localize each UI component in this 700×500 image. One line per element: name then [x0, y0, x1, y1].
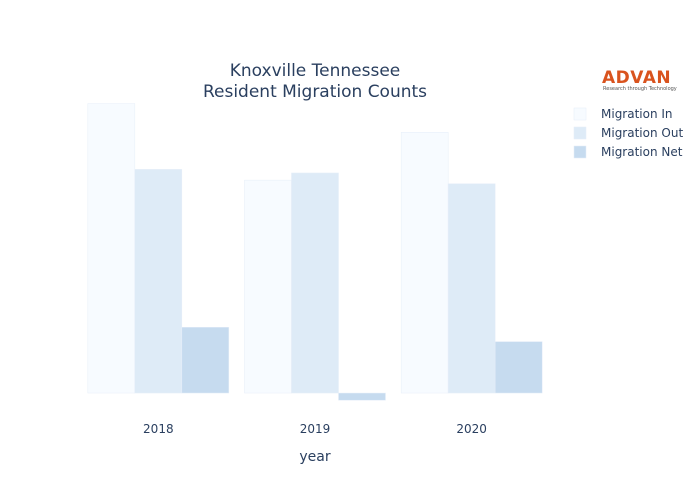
chart-title-line-1: Knoxville Tennessee	[230, 61, 401, 81]
logo-tagline-text: Research through Technology	[603, 86, 677, 92]
bar-migration-in-2019[interactable]	[244, 179, 292, 394]
legend-swatch	[573, 145, 587, 159]
legend-label: Migration Out	[601, 126, 683, 140]
bar-migration-out-2018[interactable]	[134, 169, 183, 394]
bar-migration-out-2019[interactable]	[291, 172, 339, 394]
legend-item-migration-in[interactable]: Migration In	[573, 107, 673, 121]
x-tick-labels: 2018 2019 2020	[143, 422, 487, 436]
legend-item-migration-out[interactable]: Migration Out	[573, 126, 683, 140]
chart-title-line-2: Resident Migration Counts	[203, 82, 427, 102]
legend[interactable]: Migration In Migration Out Migration Net	[573, 107, 683, 159]
legend-item-migration-net[interactable]: Migration Net	[573, 145, 683, 159]
legend-label: Migration Net	[601, 145, 683, 159]
advan-logo: ADVAN Research through Technology	[602, 68, 677, 92]
x-tick-label-2018: 2018	[143, 422, 174, 436]
bar-migration-out-2020[interactable]	[447, 183, 496, 394]
bar-migration-in-2020[interactable]	[400, 132, 449, 394]
x-axis-title: year	[299, 449, 330, 465]
x-tick-label-2020: 2020	[456, 422, 487, 436]
legend-swatch	[573, 107, 587, 121]
x-tick-label-2019: 2019	[300, 422, 331, 436]
bar-migration-net-2020[interactable]	[494, 341, 543, 394]
bar-migration-net-2018[interactable]	[181, 327, 230, 394]
legend-swatch	[573, 126, 587, 140]
legend-label: Migration In	[601, 107, 673, 121]
bars-group	[87, 103, 543, 401]
logo-brand-text: ADVAN	[602, 68, 671, 88]
bar-migration-in-2018[interactable]	[87, 103, 136, 394]
bar-migration-net-2019[interactable]	[338, 392, 386, 401]
